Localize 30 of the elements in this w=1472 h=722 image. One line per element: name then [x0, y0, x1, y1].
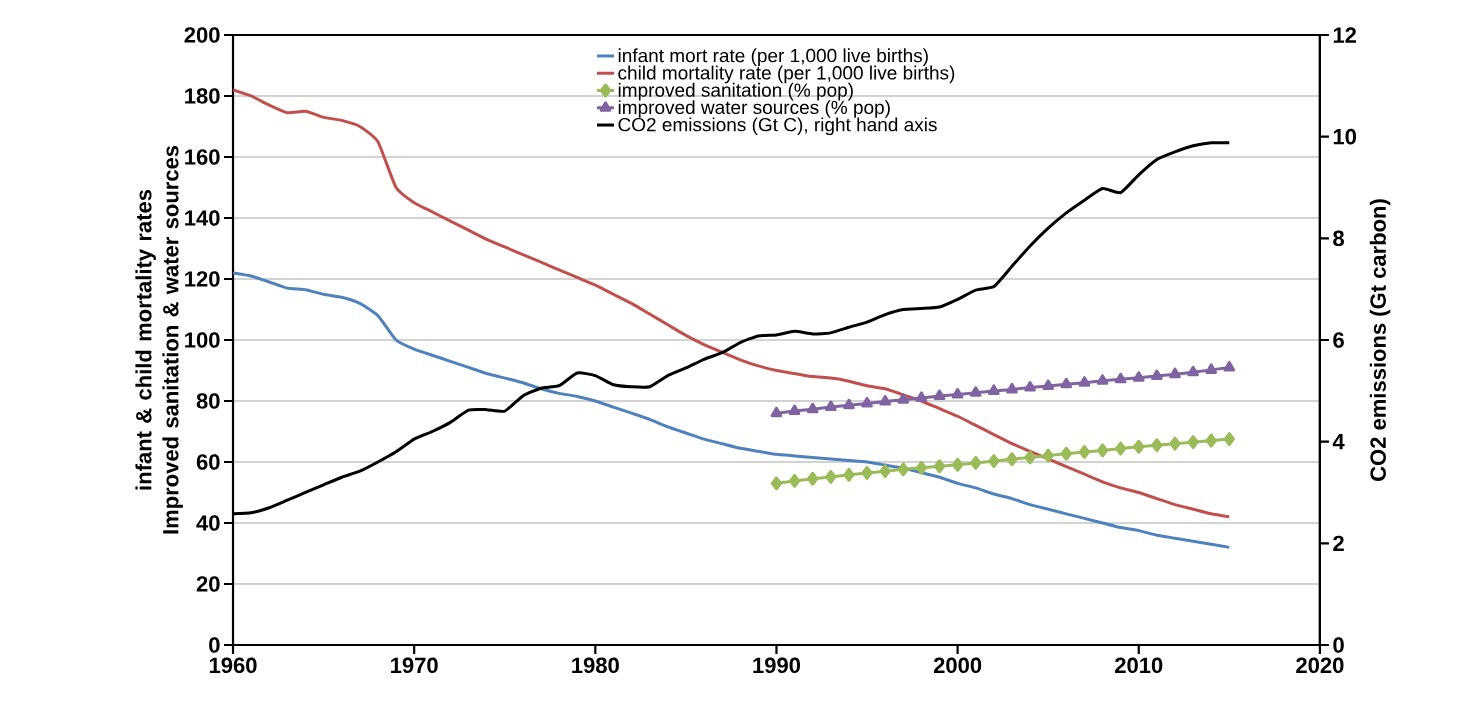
y2-tick-label: 2: [1333, 535, 1344, 551]
line-series: [233, 271, 1231, 549]
y-tick-label: 160: [185, 149, 220, 165]
y2-tick-label: 8: [1333, 230, 1344, 247]
y-tick-label: 0: [209, 637, 220, 653]
legend-label: improved water sources (% pop): [618, 100, 890, 118]
x-tick-label: 2020: [1296, 657, 1344, 674]
y-tick-label: 200: [184, 27, 220, 43]
x-tick-label: 1990: [753, 657, 801, 674]
y-tick-label: 40: [196, 515, 220, 531]
y-tick-label: 60: [196, 454, 220, 470]
y-tick-label: 80: [196, 393, 220, 409]
x-tick-label: 1960: [209, 657, 257, 674]
x-tick-label: 2000: [933, 657, 982, 674]
y-tick-label: 20: [196, 576, 220, 592]
y-axis-title: infant & child mortality rates Improved sanitation & water sources: [135, 145, 183, 534]
y2-tick-label: 0: [1333, 637, 1344, 653]
x-tick-label: 1980: [572, 657, 619, 674]
y2-tick-label: 6: [1333, 332, 1344, 348]
x-tick-label: 2010: [1115, 657, 1163, 674]
y2-tick-label: 12: [1333, 27, 1357, 43]
y-tick-label: 120: [185, 271, 220, 287]
y2-axis-title: CO2 emissions (Gt carbon): [1369, 199, 1391, 481]
y2-tick-label: 4: [1332, 434, 1345, 450]
legend-label: CO2 emissions (Gt C), right hand axis: [618, 117, 937, 136]
x-tick-label: 1970: [391, 657, 438, 674]
y-tick-label: 100: [185, 332, 220, 348]
y2-tick-label: 10: [1333, 128, 1357, 145]
y-tick-label: 180: [185, 88, 220, 104]
y-tick-label: 140: [185, 210, 220, 226]
